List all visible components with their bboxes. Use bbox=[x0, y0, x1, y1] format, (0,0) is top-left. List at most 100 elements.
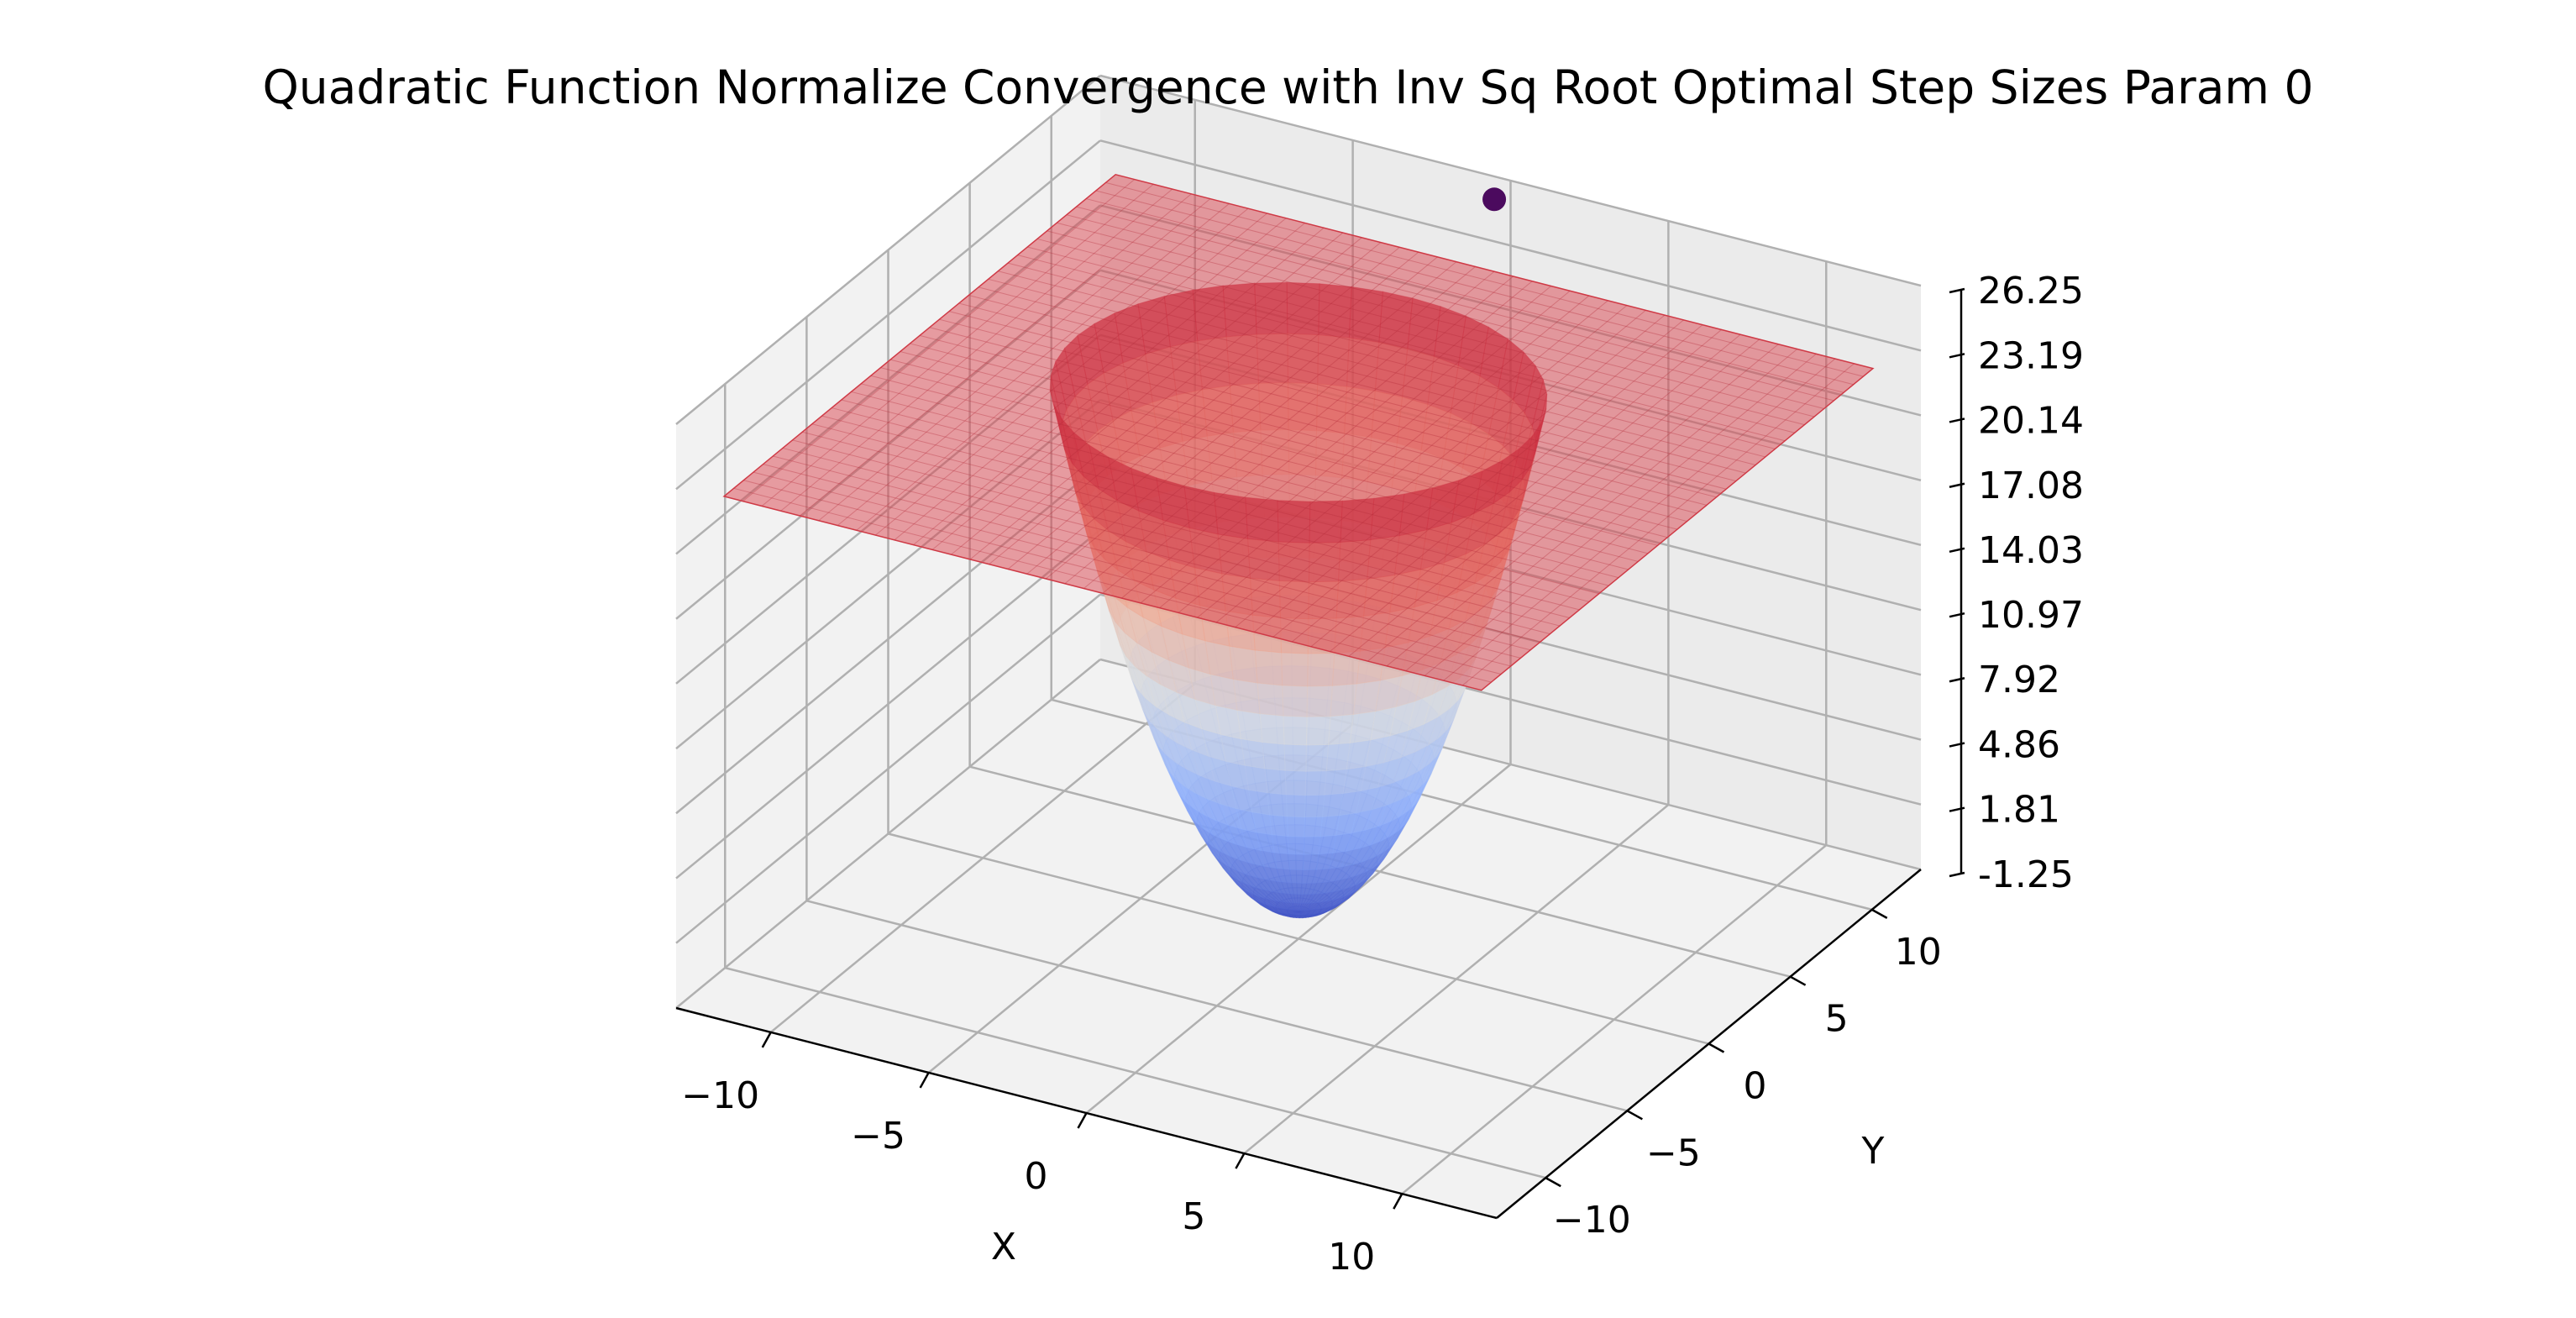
plane-mesh-line bbox=[773, 455, 1531, 651]
x-tick-mark bbox=[1393, 1193, 1403, 1210]
plane-mesh-line bbox=[1083, 266, 1476, 589]
y-tick-label: −5 bbox=[1646, 1132, 1701, 1174]
surface-facet bbox=[1287, 836, 1305, 855]
plane-mesh-line bbox=[1045, 256, 1438, 580]
surface-facet bbox=[1306, 685, 1333, 717]
plane-mesh-line bbox=[1027, 246, 1786, 442]
y-tick-mark bbox=[1708, 1042, 1725, 1053]
surface-facet bbox=[1303, 853, 1319, 871]
z-tick-label: 20.14 bbox=[1978, 399, 2084, 442]
z-tick-mark bbox=[1949, 677, 1965, 683]
surface-facet bbox=[1325, 742, 1351, 772]
surface-facet bbox=[1292, 902, 1303, 911]
x-tick-mark bbox=[1077, 1112, 1088, 1129]
plane-mesh-line bbox=[1121, 276, 1514, 599]
plane-mesh-line bbox=[851, 391, 1609, 586]
x-tick-label: 5 bbox=[1182, 1195, 1205, 1238]
grid-line-y-floor bbox=[888, 832, 1709, 1045]
z-tick-label: 1.81 bbox=[1978, 789, 2060, 832]
surface-facet bbox=[1305, 716, 1331, 746]
iterate-point-marker bbox=[1482, 187, 1507, 212]
plane-mesh-line bbox=[802, 431, 1561, 627]
plane-mesh-line bbox=[782, 447, 1540, 643]
plane-mesh-line bbox=[1076, 206, 1834, 402]
plane-mesh-line bbox=[1178, 290, 1571, 613]
plane-mesh-line bbox=[1007, 246, 1400, 570]
y-axis-label: Y bbox=[1861, 1130, 1885, 1173]
surface-facet bbox=[1244, 764, 1268, 794]
plane-mesh-line bbox=[1348, 333, 1741, 657]
grid-line-z-left bbox=[675, 593, 1101, 944]
grid-line-z-right bbox=[1099, 139, 1922, 352]
grid-line-z-right bbox=[1099, 74, 1922, 287]
plane-mesh-line bbox=[1017, 255, 1776, 449]
surface-facet bbox=[1283, 715, 1308, 746]
plane-mesh-line bbox=[1102, 270, 1495, 594]
surface-facet bbox=[1268, 814, 1289, 838]
plane-mesh-line bbox=[968, 294, 1727, 490]
tick-labels: −10 −5 0 5 10 −10 −5 0 5 10 -1.25 1.81 4.86 7.92 10.97… bbox=[681, 270, 2084, 1279]
plane-mesh-line bbox=[799, 193, 1192, 517]
grid-line-z-left bbox=[675, 528, 1101, 880]
surface-facet bbox=[1330, 683, 1357, 717]
plane-mesh-line bbox=[1235, 305, 1628, 628]
z-tick-label: -1.25 bbox=[1978, 853, 2074, 896]
plane-mesh-line bbox=[1064, 261, 1457, 585]
plane-mesh-line bbox=[875, 213, 1267, 536]
surface-facet bbox=[1319, 815, 1340, 838]
plane-mesh-line bbox=[988, 278, 1746, 474]
z-tick-label: 23.19 bbox=[1978, 334, 2084, 377]
plane-mesh-line bbox=[969, 237, 1362, 560]
surface-facet bbox=[1307, 652, 1335, 687]
surface-facet bbox=[1259, 713, 1285, 745]
surface-facet bbox=[1328, 713, 1354, 745]
plane-mesh-line bbox=[832, 407, 1590, 602]
plane-mesh-line bbox=[1086, 198, 1844, 393]
plane-mesh-line bbox=[989, 242, 1382, 565]
plane-mesh-line bbox=[1095, 190, 1854, 386]
surface-facet bbox=[1284, 769, 1307, 796]
plane-mesh-line bbox=[880, 367, 1639, 562]
surface-facet bbox=[1240, 738, 1266, 769]
surface-facet bbox=[1282, 685, 1309, 717]
z-tick-mark bbox=[1949, 287, 1965, 294]
x-tick-mark bbox=[761, 1032, 772, 1048]
plane-mesh-line bbox=[743, 480, 1502, 675]
plane-mesh-line bbox=[1310, 324, 1703, 648]
surface-facet bbox=[1278, 881, 1293, 895]
surface-facet bbox=[1291, 893, 1303, 904]
y-tick-mark bbox=[1871, 908, 1888, 919]
plane-mesh-line bbox=[761, 183, 1154, 507]
plane-mesh-line bbox=[1047, 230, 1805, 426]
surface-facet bbox=[1303, 836, 1321, 855]
iterate-point bbox=[1482, 187, 1507, 212]
z-tick-label: 17.08 bbox=[1978, 465, 2084, 507]
grid-line-z-left bbox=[675, 659, 1101, 1009]
plane-mesh-line bbox=[837, 203, 1230, 526]
surface-facet bbox=[1304, 770, 1327, 796]
plane-mesh-line bbox=[723, 174, 1116, 497]
plane-mesh-line bbox=[910, 343, 1668, 538]
plane-mesh-line bbox=[1159, 286, 1552, 608]
surface-facet bbox=[1236, 709, 1263, 743]
z-tick-label: 10.97 bbox=[1978, 594, 2084, 637]
plane-mesh-line bbox=[948, 311, 1708, 506]
plane-mesh-line bbox=[1272, 314, 1666, 638]
plane-mesh-line bbox=[978, 286, 1736, 482]
level-plane bbox=[722, 173, 1875, 691]
plane-mesh-line bbox=[870, 375, 1629, 570]
x-tick-mark bbox=[1235, 1153, 1246, 1169]
grid-line-z-left bbox=[675, 139, 1101, 491]
z-tick-mark bbox=[1949, 806, 1965, 812]
plane-mesh-line bbox=[1253, 309, 1646, 633]
plane-mesh-line bbox=[1007, 262, 1765, 458]
x-tick-label: 10 bbox=[1328, 1236, 1375, 1279]
plane-mesh-line bbox=[1197, 295, 1590, 618]
plane-mesh-line bbox=[1424, 353, 1817, 676]
plane-mesh-line bbox=[723, 496, 1482, 691]
x-tick-mark bbox=[919, 1072, 930, 1089]
y-tick-mark bbox=[1545, 1177, 1561, 1188]
plane-mesh-line bbox=[1215, 300, 1608, 623]
plane-mesh-line bbox=[856, 207, 1249, 531]
